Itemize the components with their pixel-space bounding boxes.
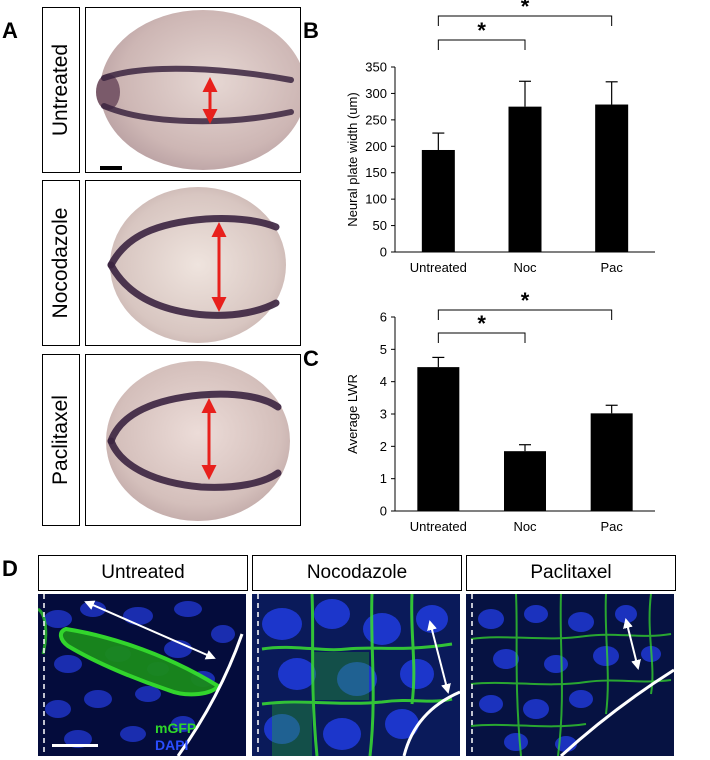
significance-bracket: [437, 39, 526, 50]
y-tick-label: 1: [380, 471, 387, 486]
x-tick-label: Noc: [513, 260, 537, 275]
micrograph-untreated: mGFP DAPI: [38, 594, 246, 756]
y-tick-label: 5: [380, 342, 387, 357]
header-nocodazole-d: Nocodazole: [252, 555, 462, 591]
y-tick-label: 0: [380, 504, 387, 519]
panel-letter-b: B: [303, 18, 319, 43]
panel-letter-a: A: [2, 18, 18, 43]
channel-label-mgfp: mGFP: [155, 720, 197, 736]
micrograph-paclitaxel: [466, 594, 674, 756]
micrograph-nocodazole: [252, 594, 460, 756]
y-tick-label: 50: [373, 218, 387, 233]
chart-b-svg: 0 50 100 150 200 250 300 350 Neural plate width …: [345, 0, 655, 275]
bar-noc: [508, 106, 542, 253]
y-tick-label: 100: [365, 192, 387, 207]
embryo-image-untreated: [85, 7, 301, 173]
y-tick-label: 350: [365, 60, 387, 75]
significance-bracket: [437, 15, 613, 26]
y-tick-label: 200: [365, 139, 387, 154]
significance-star: *: [521, 0, 530, 19]
panel-letter-d: D: [2, 556, 18, 581]
bar-pac: [595, 104, 629, 253]
chart-c: 0 1 2 3 4 5 6 Average LWR Untreated Noc Pac * *: [305, 288, 705, 540]
embryo-image-nocodazole: [85, 180, 301, 346]
y-tick-label: 4: [380, 374, 387, 389]
y-axis-label: Average LWR: [345, 374, 360, 454]
header-untreated-d: Untreated: [38, 555, 248, 591]
x-tick-label: Noc: [513, 519, 537, 534]
chart-c-svg: 0 1 2 3 4 5 6 Average LWR Untreated Noc Pac * *: [345, 288, 655, 534]
significance-star: *: [521, 290, 530, 313]
y-tick-label: 6: [380, 310, 387, 325]
significance-bracket: [437, 309, 613, 320]
y-tick-label: 300: [365, 86, 387, 101]
y-tick-label: 150: [365, 165, 387, 180]
y-tick-label: 3: [380, 407, 387, 422]
y-tick-label: 2: [380, 439, 387, 454]
y-tick-label: 250: [365, 112, 387, 127]
label-nocodazole-a: Nocodazole: [42, 180, 80, 346]
panel-letter-c: C: [303, 346, 319, 371]
x-tick-label: Untreated: [410, 260, 467, 275]
y-axis-label: Neural plate width (um): [345, 92, 360, 226]
x-tick-label: Pac: [600, 519, 623, 534]
header-paclitaxel-d: Paclitaxel: [466, 555, 676, 591]
y-tick-label: 0: [380, 245, 387, 260]
x-tick-label: Untreated: [410, 519, 467, 534]
label-nocodazole-text: Nocodazole: [49, 207, 72, 319]
embryo-image-paclitaxel: [85, 354, 301, 526]
significance-bracket: [437, 332, 526, 343]
label-paclitaxel-text: Paclitaxel: [49, 395, 72, 485]
significance-star: *: [477, 18, 486, 43]
chart-b: 0 50 100 150 200 250 300 350 Neural plate width …: [305, 0, 705, 290]
label-untreated-text: Untreated: [49, 43, 72, 137]
significance-star: *: [477, 311, 486, 336]
bar-noc: [504, 451, 546, 511]
bar-pac: [590, 413, 633, 511]
channel-label-dapi: DAPI: [155, 737, 189, 753]
bar-untreated: [417, 367, 460, 511]
label-untreated-a: Untreated: [42, 7, 80, 173]
x-tick-label: Pac: [600, 260, 623, 275]
label-paclitaxel-a: Paclitaxel: [42, 354, 80, 526]
bar-untreated: [421, 149, 455, 252]
